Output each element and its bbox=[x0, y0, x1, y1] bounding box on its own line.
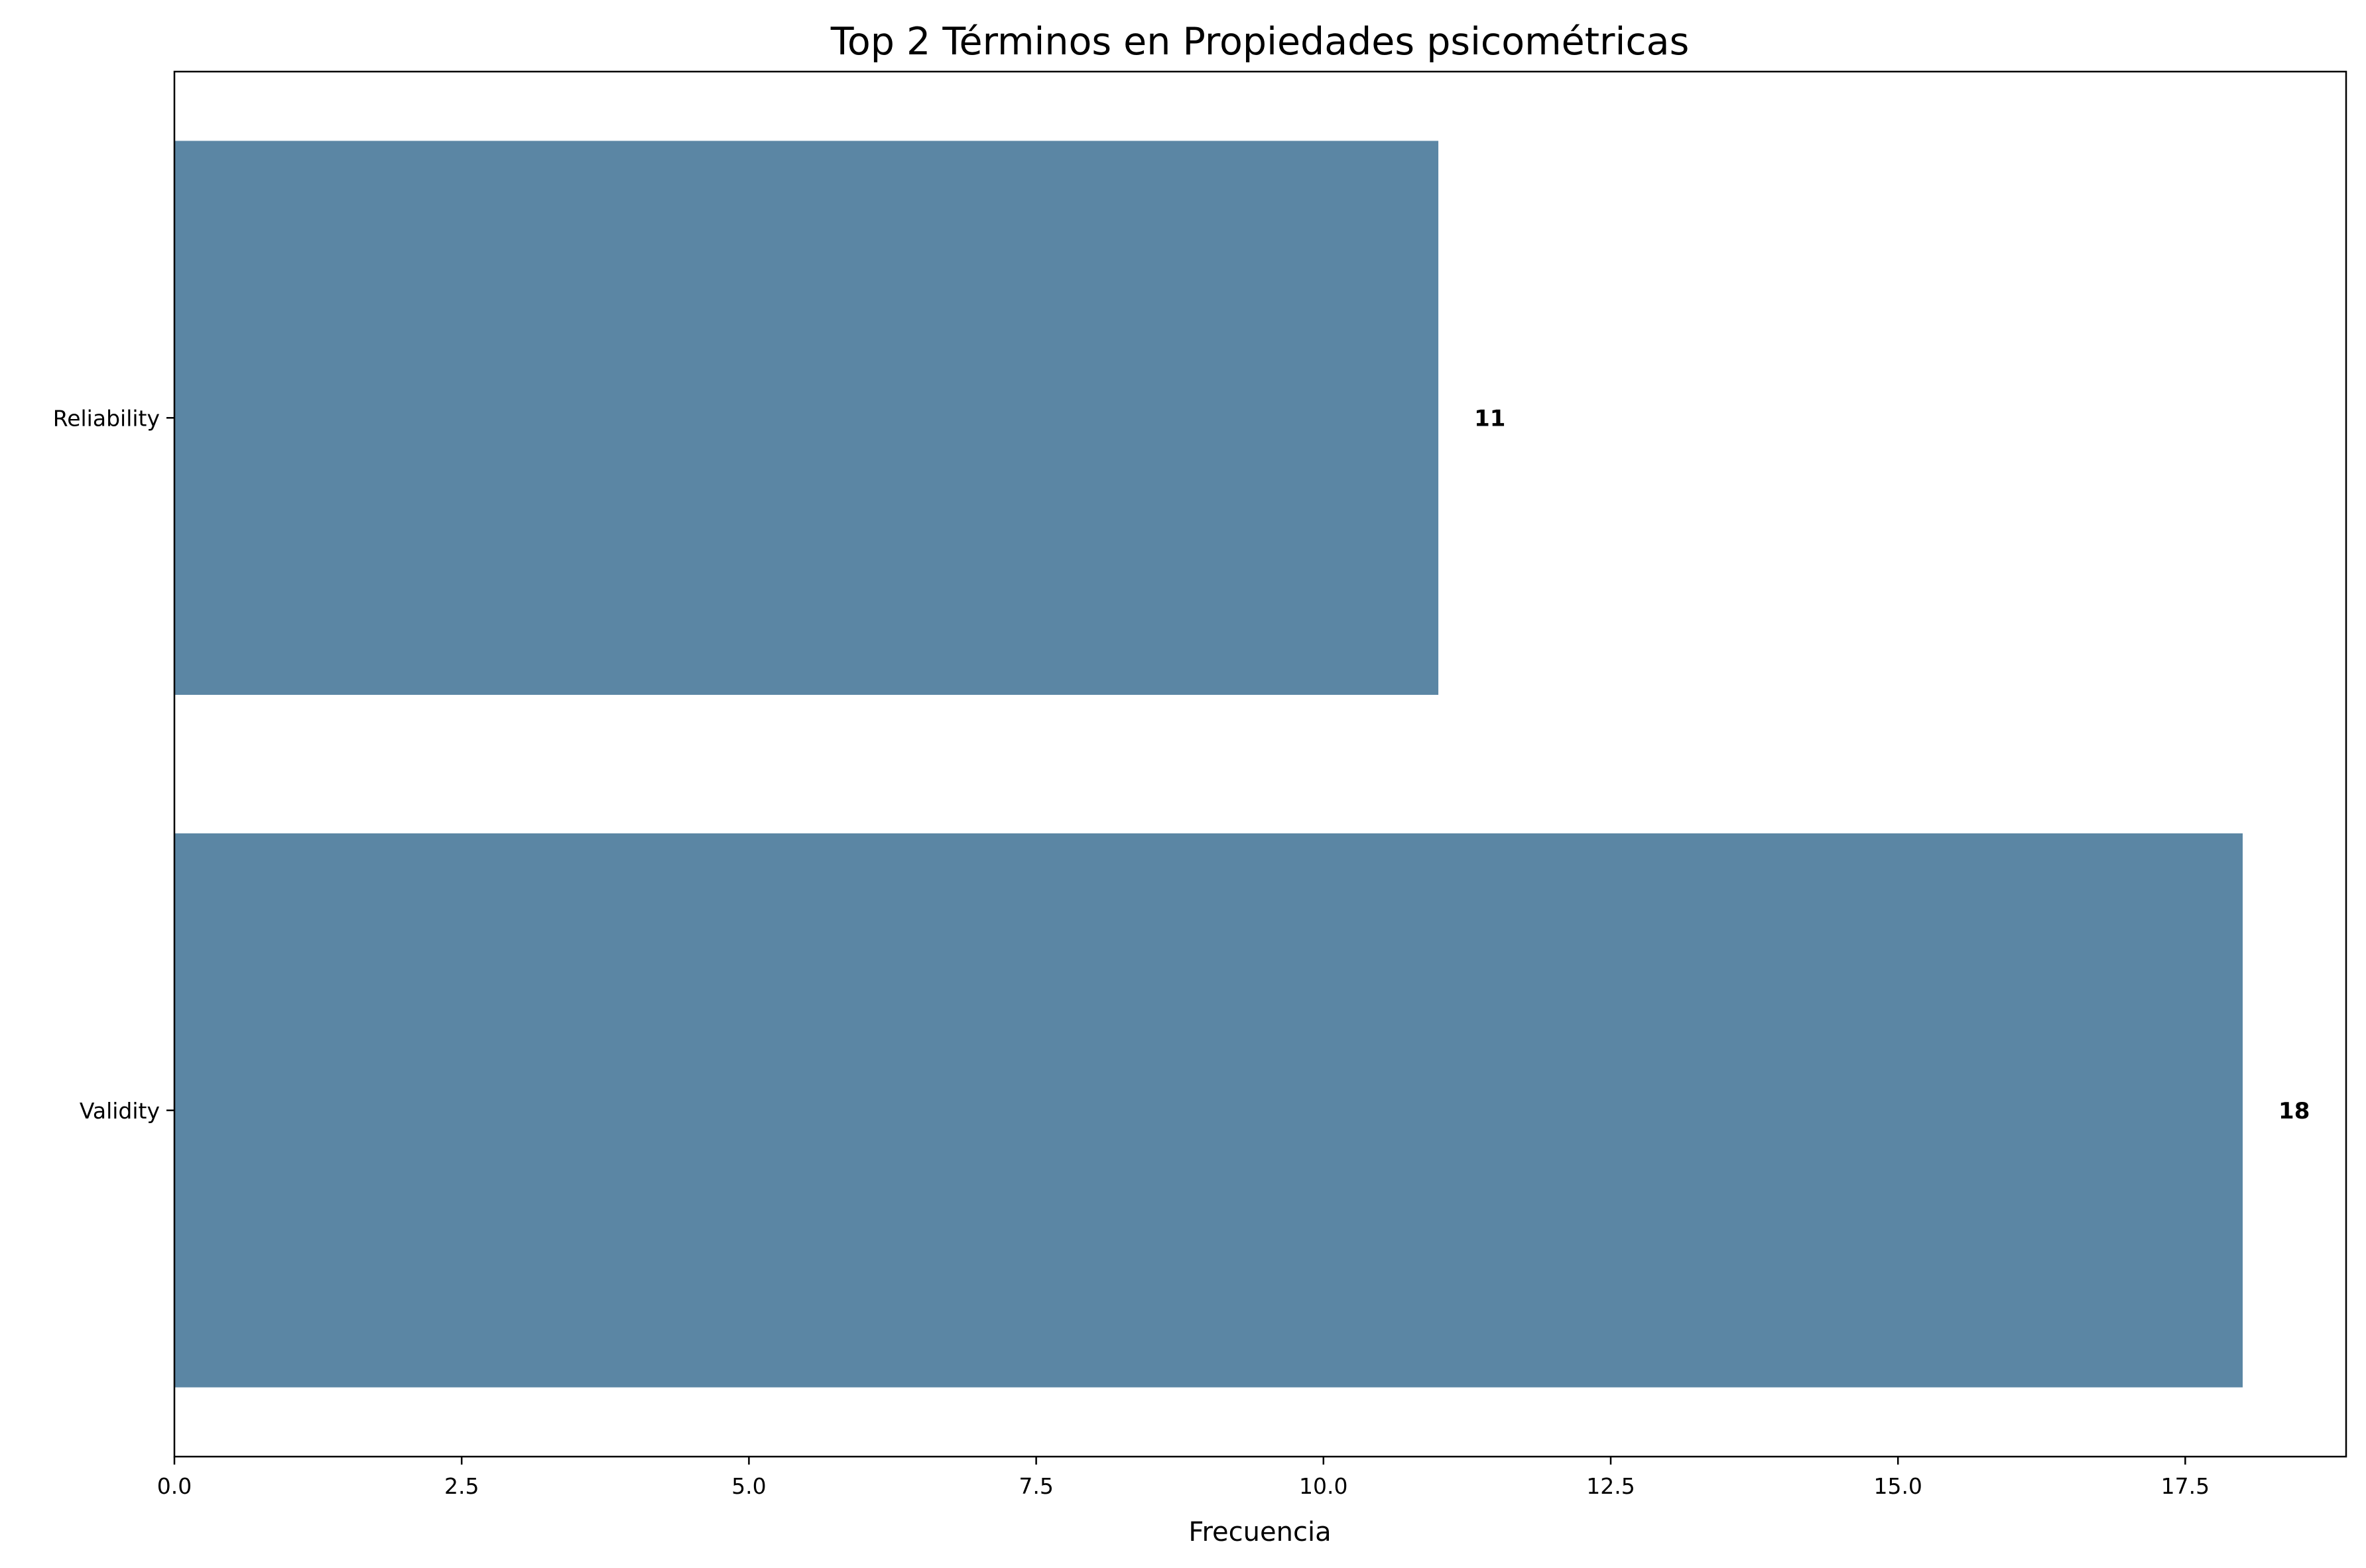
plot-frame bbox=[173, 70, 2347, 1458]
x-tick-label: 7.5 bbox=[1019, 1473, 1053, 1499]
x-tick-label: 17.5 bbox=[2161, 1473, 2210, 1499]
bar-validity bbox=[174, 833, 2243, 1388]
bar-reliability bbox=[174, 141, 1439, 695]
data-labels: 11 18 bbox=[1474, 405, 2310, 1124]
x-axis: 0.0 2.5 5.0 7.5 10.0 12.5 15.0 17.5 bbox=[157, 1457, 2210, 1499]
y-axis: Reliability Validity bbox=[53, 405, 174, 1124]
y-tick-label: Validity bbox=[80, 1098, 160, 1124]
x-tick-label: 15.0 bbox=[1873, 1473, 1922, 1499]
x-tick-label: 5.0 bbox=[731, 1473, 766, 1499]
x-tick-label: 2.5 bbox=[444, 1473, 479, 1499]
x-tick-label: 10.0 bbox=[1299, 1473, 1347, 1499]
x-tick-label: 0.0 bbox=[157, 1473, 192, 1499]
data-label: 11 bbox=[1474, 405, 1505, 432]
x-axis-label: Frecuencia bbox=[1188, 1517, 1331, 1547]
bars-layer bbox=[174, 141, 2243, 1388]
y-tick-label: Reliability bbox=[53, 405, 160, 431]
chart-title: Top 2 Términos en Propiedades psicométri… bbox=[830, 20, 1690, 64]
data-label: 18 bbox=[2278, 1098, 2310, 1124]
x-tick-label: 12.5 bbox=[1586, 1473, 1635, 1499]
